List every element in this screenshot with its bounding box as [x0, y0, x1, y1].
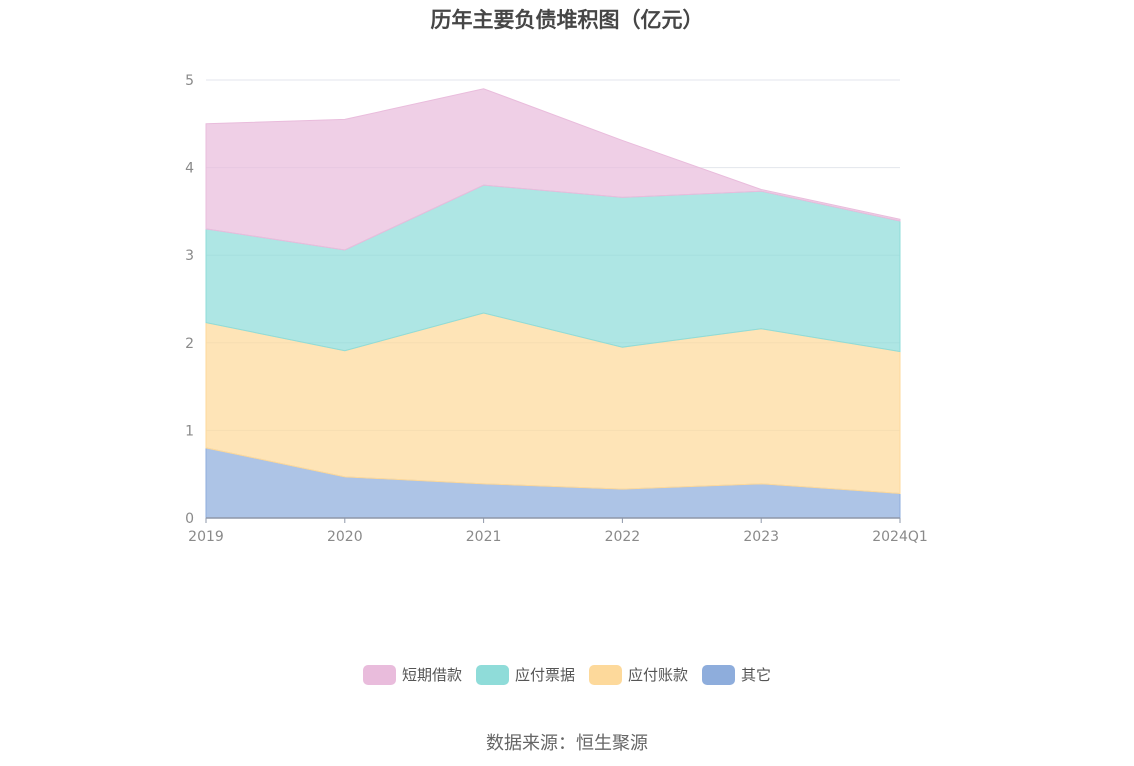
source-note: 数据来源：恒生聚源 [486, 733, 648, 754]
legend-swatch [362, 664, 396, 685]
y-tick-label: 4 [185, 161, 194, 177]
legend-item-3[interactable]: 短期借款 [362, 664, 462, 685]
legend-label: 其它 [741, 666, 772, 684]
y-tick-label: 0 [185, 511, 194, 527]
area-series-group [205, 88, 901, 519]
legend-item-2[interactable]: 应付票据 [475, 664, 575, 685]
legend-item-1[interactable]: 应付账款 [589, 664, 688, 685]
x-tick-label: 2023 [743, 529, 779, 545]
legend-swatch [702, 664, 736, 685]
x-tick-label: 2022 [605, 529, 641, 545]
y-tick-label: 5 [185, 73, 194, 89]
x-tick-label: 2019 [188, 529, 224, 545]
y-tick-label: 3 [185, 248, 194, 264]
x-tick-label: 2020 [327, 529, 363, 545]
legend-label: 短期借款 [401, 666, 462, 684]
legend-label: 应付票据 [514, 666, 575, 684]
legend-swatch [589, 664, 622, 685]
y-tick-label: 2 [185, 336, 194, 352]
axes: 0 1 2 3 4 5 2019 2020 2021 2022 2023 2024Q1 [185, 73, 928, 545]
legend-item-0[interactable]: 其它 [702, 664, 771, 685]
area-series-3[interactable] [205, 88, 901, 251]
chart-title: 历年主要负债堆积图（亿元） [430, 8, 704, 32]
legend: 短期借款 应付票据 应付账款 其它 [0, 664, 1134, 685]
x-tick-label: 2024Q1 [872, 529, 928, 545]
legend-swatch [475, 664, 509, 685]
legend-label: 应付账款 [628, 666, 689, 684]
x-tick-label: 2021 [466, 529, 502, 545]
y-tick-label: 1 [185, 423, 194, 439]
